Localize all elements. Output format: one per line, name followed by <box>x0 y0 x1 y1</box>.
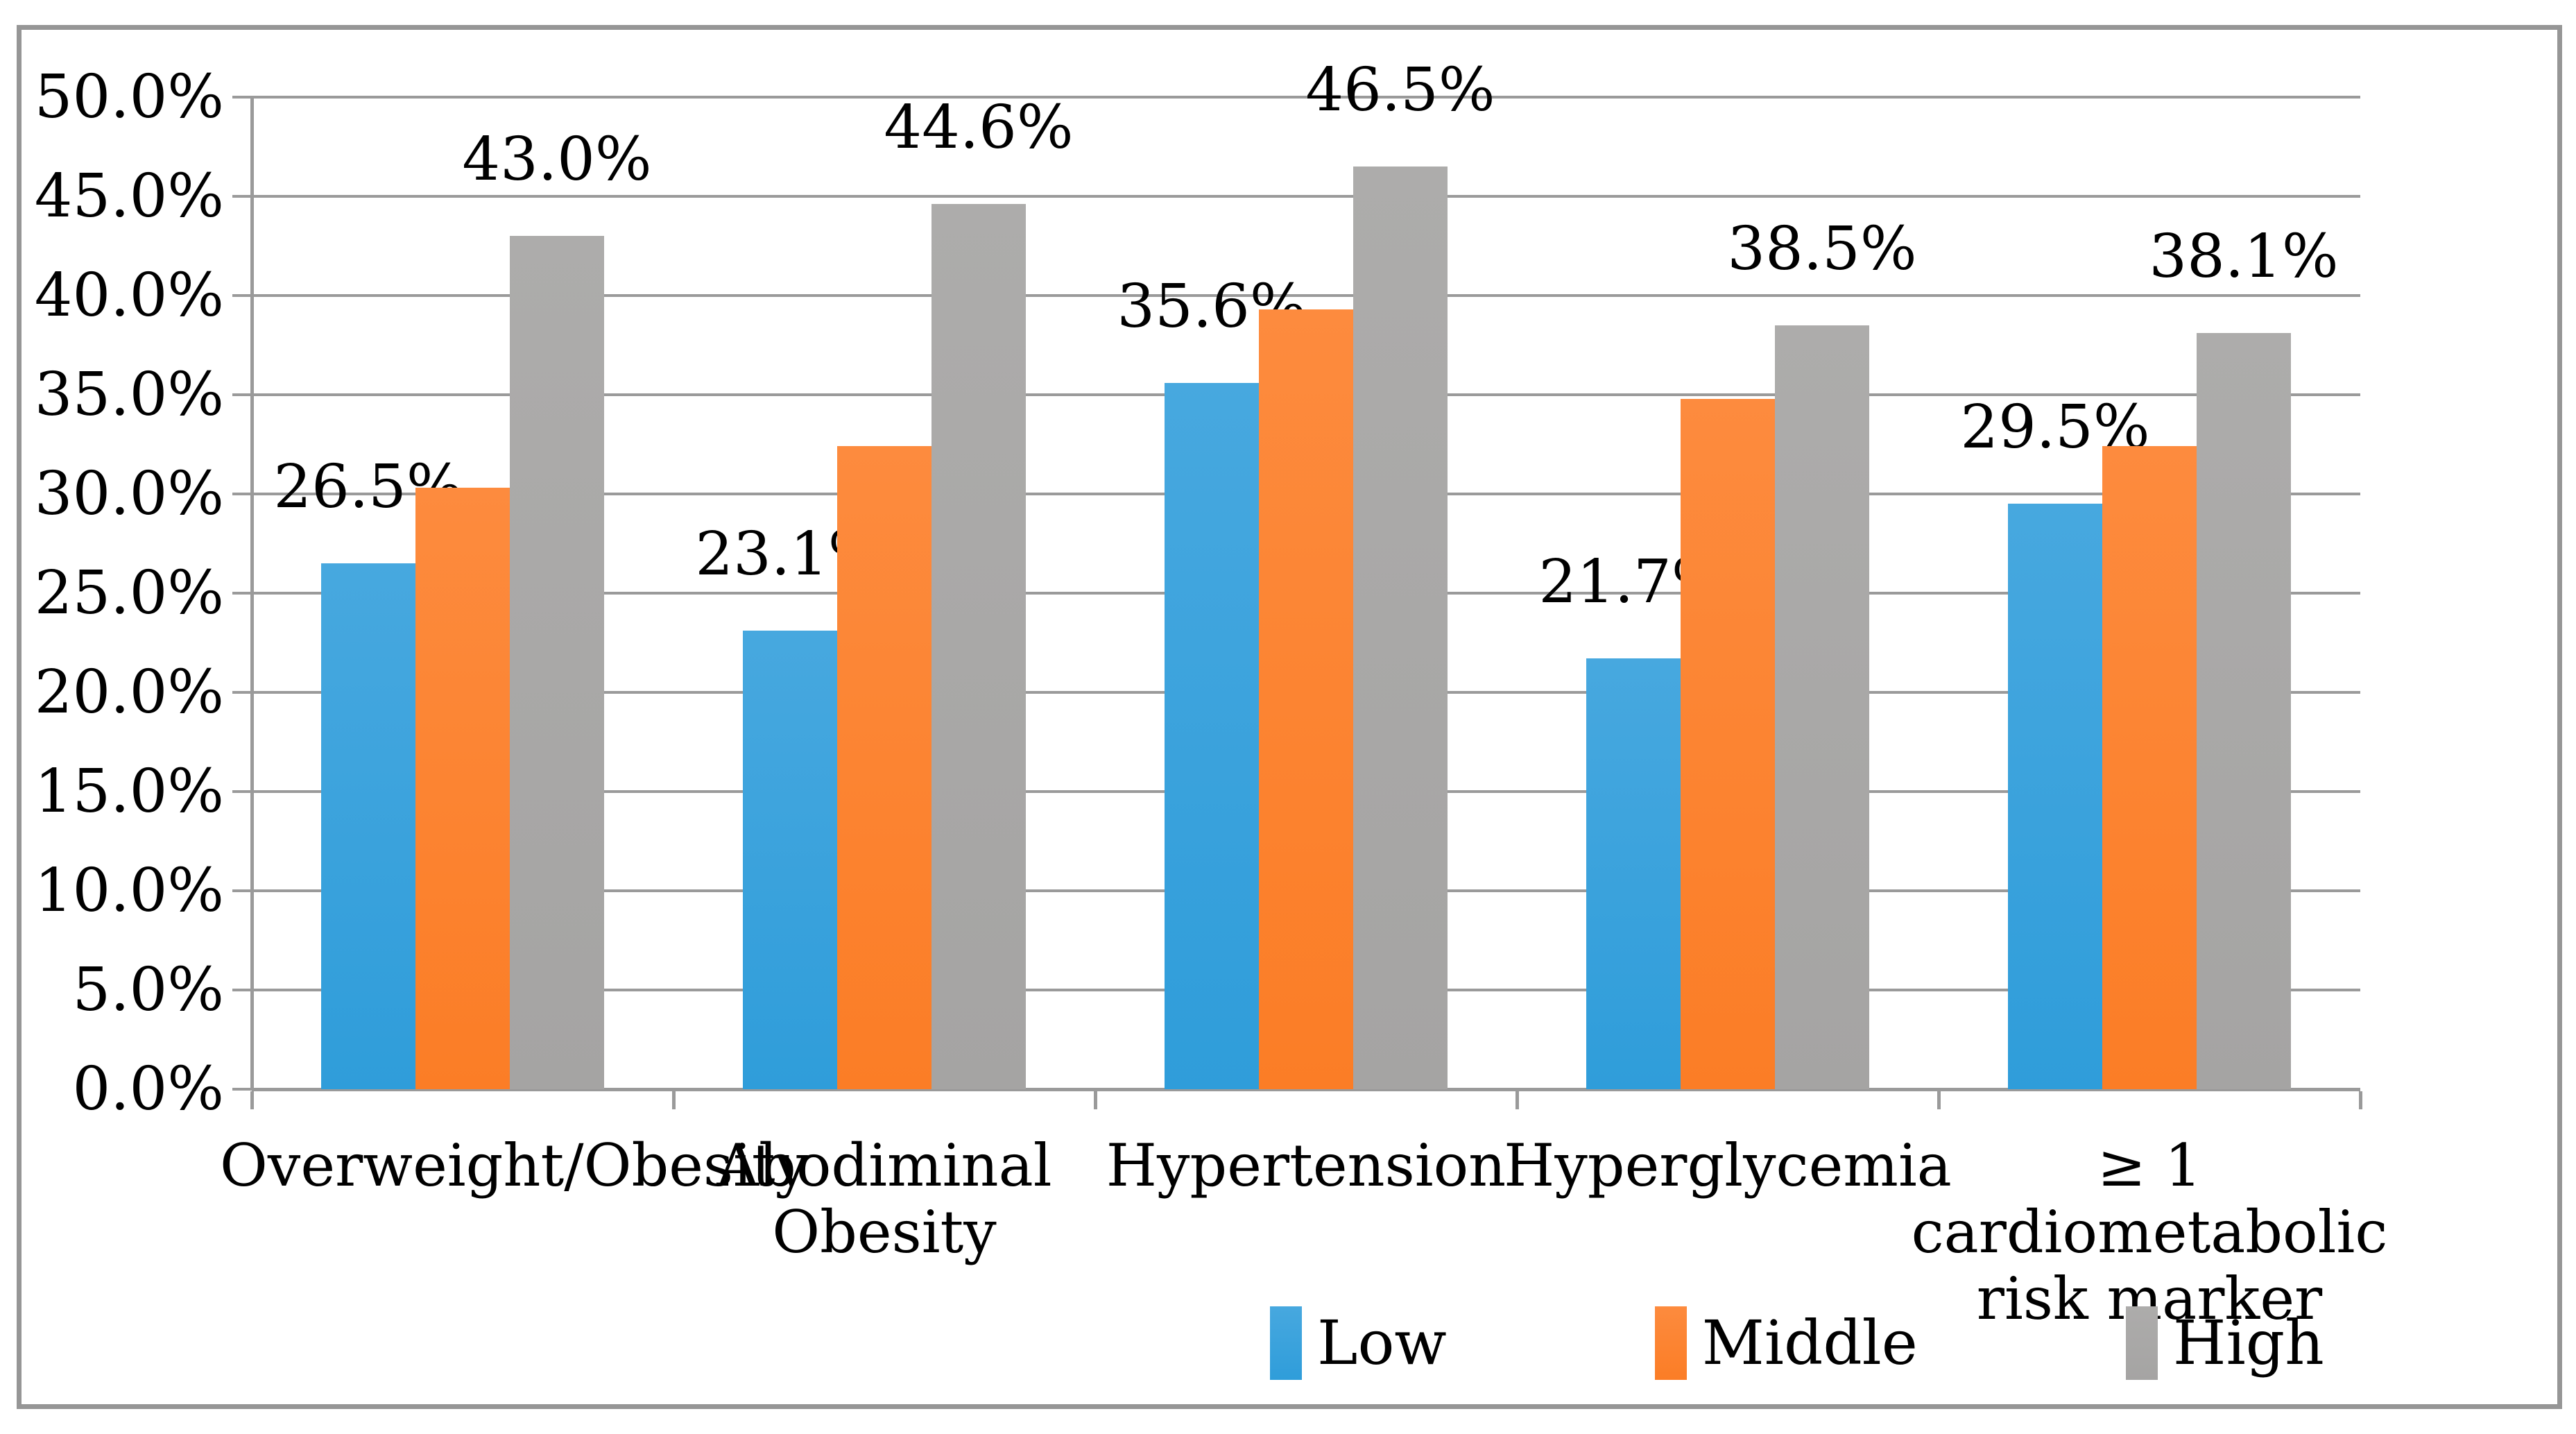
y-axis-label-10.0%: 10.0% <box>34 856 224 925</box>
gridline-40.0% <box>252 294 2360 297</box>
x-tick-0 <box>250 1091 254 1109</box>
y-axis-label-20.0%: 20.0% <box>34 658 224 727</box>
bar-low-4 <box>1586 658 1681 1089</box>
legend-marker-low-icon <box>1270 1306 1302 1380</box>
bar-middle-5 <box>2102 446 2197 1089</box>
bar-low-5 <box>2008 504 2102 1089</box>
bar-label-high-5: 38.1% <box>2149 222 2339 292</box>
bar-low-1 <box>321 563 415 1089</box>
bar-label-high-3: 46.5% <box>1305 56 1495 126</box>
bar-high-2 <box>931 204 1026 1089</box>
y-tick-5.0% <box>232 989 252 991</box>
y-axis-line <box>250 97 254 1089</box>
y-tick-10.0% <box>232 889 252 892</box>
y-axis-label-35.0%: 35.0% <box>34 360 224 429</box>
gridline-45.0% <box>252 195 2360 198</box>
bar-middle-1 <box>415 488 510 1089</box>
y-tick-25.0% <box>232 592 252 595</box>
gridline-50.0% <box>252 96 2360 99</box>
y-tick-15.0% <box>232 790 252 793</box>
x-axis-label-3: Hypertension <box>1106 1132 1506 1200</box>
y-axis-label-30.0%: 30.0% <box>34 459 224 529</box>
x-axis-label-2: Abodiminal Obesity <box>716 1132 1052 1266</box>
bar-middle-3 <box>1259 309 1353 1089</box>
bar-middle-4 <box>1681 398 1775 1089</box>
legend-item-low: Low <box>1270 1306 1447 1380</box>
x-axis-label-4: Hyperglycemia <box>1504 1132 1952 1200</box>
y-tick-35.0% <box>232 393 252 396</box>
bar-high-4 <box>1775 325 1869 1089</box>
x-tick-5 <box>2359 1091 2362 1109</box>
x-tick-4 <box>1937 1091 1941 1109</box>
x-axis-label-1: Overweight/Obesity <box>220 1132 809 1200</box>
y-axis-label-45.0%: 45.0% <box>34 162 224 231</box>
y-axis-label-40.0%: 40.0% <box>34 261 224 330</box>
legend-label-low: Low <box>1317 1307 1447 1378</box>
x-tick-2 <box>1094 1091 1097 1109</box>
legend-label-middle: Middle <box>1701 1307 1918 1378</box>
y-axis-label-15.0%: 15.0% <box>34 757 224 826</box>
y-tick-40.0% <box>232 294 252 297</box>
bar-high-3 <box>1353 167 1448 1089</box>
y-tick-50.0% <box>232 96 252 99</box>
bar-label-high-4: 38.5% <box>1727 214 1917 284</box>
y-axis-label-5.0%: 5.0% <box>72 955 225 1025</box>
y-axis-label-25.0%: 25.0% <box>34 558 224 628</box>
x-tick-3 <box>1515 1091 1519 1109</box>
bar-high-1 <box>510 236 604 1089</box>
y-axis-label-0.0%: 0.0% <box>72 1055 225 1124</box>
y-tick-45.0% <box>232 195 252 198</box>
y-tick-20.0% <box>232 691 252 694</box>
y-tick-0.0% <box>232 1088 252 1091</box>
bar-label-high-2: 44.6% <box>884 93 1074 163</box>
legend-marker-high-icon <box>2125 1306 2158 1380</box>
x-axis-label-5: ≥ 1 cardiometabolic risk marker <box>1911 1132 2388 1333</box>
legend-marker-middle-icon <box>1654 1306 1687 1380</box>
legend-label-high: High <box>2172 1307 2324 1378</box>
bar-low-3 <box>1165 382 1259 1089</box>
bar-high-5 <box>2197 333 2291 1089</box>
legend-item-high: High <box>2125 1306 2324 1380</box>
bar-label-high-1: 43.0% <box>462 125 652 195</box>
x-tick-1 <box>672 1091 676 1109</box>
y-axis-label-50.0%: 50.0% <box>34 62 224 132</box>
legend: Low Middle High <box>1270 1306 2324 1380</box>
bar-low-2 <box>743 631 837 1089</box>
bar-middle-2 <box>837 446 931 1089</box>
x-axis-line <box>252 1088 2360 1091</box>
y-tick-30.0% <box>232 493 252 495</box>
legend-item-middle: Middle <box>1654 1306 1918 1380</box>
figure-border: 0.0% 5.0% 10.0% 15.0% 20.0% 25.0% 30.0% 35.0% 40… <box>17 25 2562 1409</box>
